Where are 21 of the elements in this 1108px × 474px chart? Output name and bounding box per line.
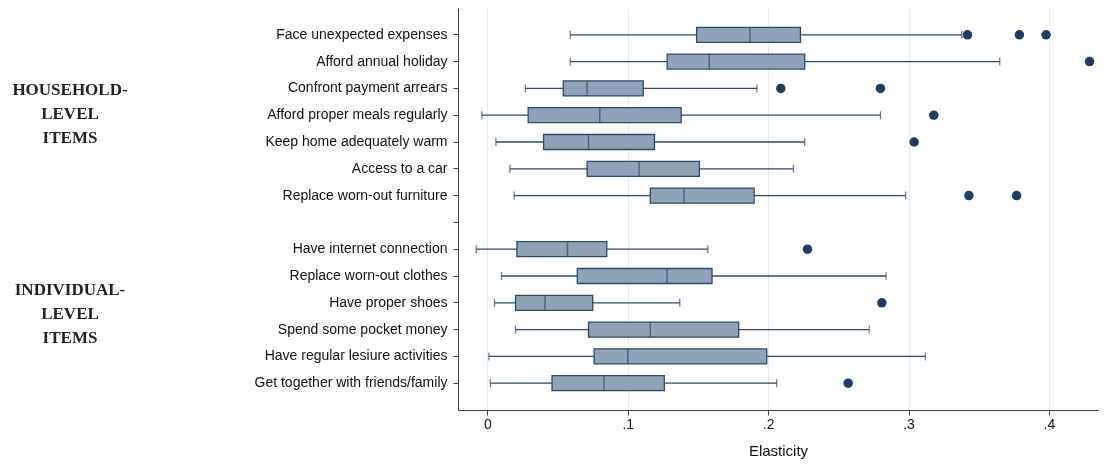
x-tick-label: .3 xyxy=(903,415,916,432)
x-tick-label: .1 xyxy=(622,415,635,432)
text: HOUSEHOLD-LEVEL ITEMS xyxy=(12,79,128,149)
x-tick-label: .4 xyxy=(1043,415,1056,432)
y-tick-label: Have regular lesiure activities xyxy=(264,347,448,364)
y-tick-label: Have internet connection xyxy=(292,240,448,257)
y-tick-label: Access to a car xyxy=(351,159,448,176)
y-tick-label: Keep home adequately warm xyxy=(265,133,448,149)
y-tick-label: Confront payment arrears xyxy=(287,79,448,96)
y-tick-label: Afford annual holiday xyxy=(316,52,448,69)
y-tick-label: Have proper shoes xyxy=(329,293,448,310)
y-tick-label: Spend some pocket money xyxy=(277,320,448,337)
y-tick-label: Afford proper meals regularly xyxy=(267,106,448,123)
y-tick-label: Replace worn-out clothes xyxy=(289,267,448,283)
x-axis-title: Elasticity xyxy=(748,441,809,459)
y-tick-label: Face unexpected expenses xyxy=(276,25,448,42)
text: INDIVIDUAL-LEVEL ITEMS xyxy=(14,279,126,349)
y-tick-label: Get together with friends/family xyxy=(254,374,448,391)
y-tick-label: Replace worn-out furniture xyxy=(282,186,448,203)
x-tick-label: .2 xyxy=(762,415,775,432)
x-tick-label: 0 xyxy=(484,415,493,432)
